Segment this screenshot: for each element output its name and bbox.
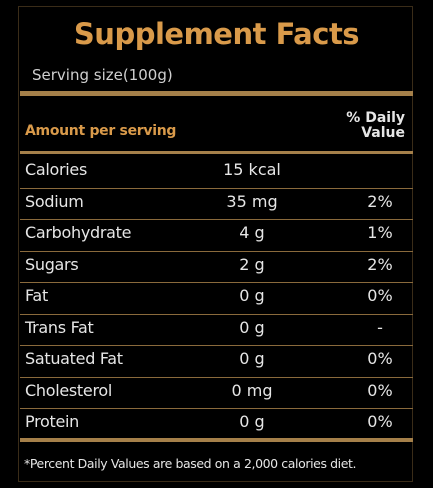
amount: 15 kcal	[223, 160, 281, 179]
daily-value: 0%	[367, 380, 393, 400]
amount: 0 g	[239, 349, 265, 368]
thick-rule	[20, 438, 413, 442]
row-rule	[20, 408, 413, 409]
nutrient-name: Sodium	[25, 191, 84, 211]
frame	[18, 6, 413, 482]
row-rule	[20, 250, 413, 252]
daily-value: 0%	[367, 286, 393, 305]
title: Supplement Facts	[73, 17, 360, 51]
daily-value: 0%	[367, 349, 393, 368]
footnote: *Percent Daily Values are based on a 2,0…	[24, 456, 357, 471]
amount: 0 mg	[231, 380, 273, 400]
row-rule	[20, 219, 413, 220]
nutrient-name: Fat	[25, 286, 48, 305]
amount: 35 mg	[226, 191, 278, 211]
nutrient-name: Sugars	[25, 254, 79, 274]
amount-header: Amount per serving	[25, 123, 177, 139]
daily-value: 1%	[367, 223, 393, 242]
amount: 0 g	[239, 317, 265, 337]
row-rule	[20, 345, 413, 346]
serving-size: Serving size(100g)	[32, 66, 173, 84]
amount: 4 g	[239, 223, 265, 242]
daily-value-header: % Daily Value	[346, 110, 405, 141]
row-rule	[20, 376, 413, 378]
nutrient-name: Trans Fat	[25, 317, 94, 337]
amount: 0 g	[239, 286, 265, 305]
nutrient-name: Cholesterol	[25, 380, 113, 400]
row-rule	[20, 313, 413, 315]
nutrient-name: Protein	[25, 412, 79, 431]
thick-rule	[20, 151, 413, 154]
amount: 0 g	[239, 412, 265, 431]
row-rule	[20, 282, 413, 283]
daily-value: 0%	[367, 412, 393, 431]
daily-value: -	[377, 317, 383, 337]
daily-value: 2%	[367, 254, 393, 274]
amount: 2 g	[239, 254, 265, 274]
daily-value: 2%	[367, 191, 393, 211]
nutrient-name: Carbohydrate	[25, 223, 132, 242]
row-rule	[20, 187, 413, 189]
thick-rule	[20, 91, 413, 96]
nutrient-name: Satuated Fat	[25, 349, 123, 368]
nutrient-name: Calories	[25, 160, 88, 179]
